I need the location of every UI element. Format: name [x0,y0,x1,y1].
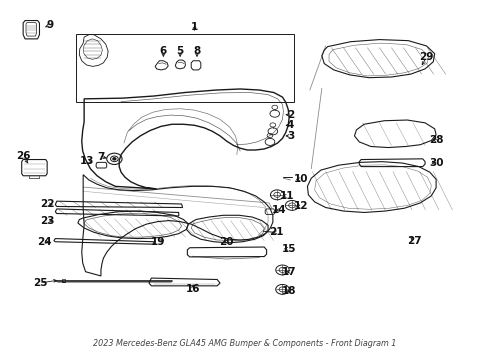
Text: 23: 23 [40,216,54,226]
Text: 21: 21 [269,227,283,237]
Text: 7: 7 [97,152,105,162]
Text: 14: 14 [272,205,287,215]
Text: 2023 Mercedes-Benz GLA45 AMG Bumper & Components - Front Diagram 1: 2023 Mercedes-Benz GLA45 AMG Bumper & Co… [93,338,397,348]
Text: 6: 6 [160,46,167,56]
Text: 20: 20 [220,237,234,247]
Text: 11: 11 [279,191,294,201]
Text: 9: 9 [47,20,54,30]
Text: 12: 12 [294,202,308,211]
Text: 4: 4 [287,120,294,130]
Text: 15: 15 [282,244,296,254]
Text: 16: 16 [186,284,200,294]
Text: 24: 24 [37,237,51,247]
Text: 10: 10 [294,174,308,184]
Text: 13: 13 [80,156,95,166]
Text: 29: 29 [419,52,434,62]
Text: 8: 8 [194,46,200,56]
Text: 30: 30 [429,158,443,168]
Text: 27: 27 [407,236,421,246]
Text: 2: 2 [287,110,294,120]
Circle shape [113,158,116,160]
Text: 18: 18 [282,286,296,296]
Text: 19: 19 [150,237,165,247]
Text: 28: 28 [429,135,443,145]
Text: 5: 5 [176,46,184,56]
Text: 22: 22 [40,199,54,209]
Text: 3: 3 [287,131,294,141]
Text: 1: 1 [191,22,198,32]
Text: 26: 26 [16,151,30,161]
Text: 25: 25 [33,278,47,288]
Text: 17: 17 [282,267,296,277]
